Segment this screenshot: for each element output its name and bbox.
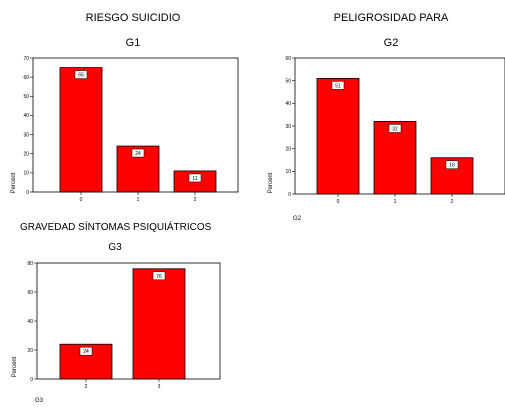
chart2-data-label: 16 xyxy=(449,163,455,169)
chart2-ytick-label: 10 xyxy=(285,169,291,175)
chart1-data-label: 11 xyxy=(192,176,197,182)
chart3-ytick-label: 60 xyxy=(27,290,33,296)
chart1-xtick-label: 0 xyxy=(80,197,83,203)
chart3-xtick-label: 2 xyxy=(85,384,88,390)
chart3-footer: G3 xyxy=(35,398,44,404)
chart1-ytick-label: 50 xyxy=(23,94,29,100)
chart2-ytick-label: 50 xyxy=(285,78,291,84)
chart1-ylabel: Percent xyxy=(11,172,17,193)
chart3-title: GRAVEDAD SÍNTOMAS PSIQUIÁTRICOS xyxy=(20,222,212,233)
chart2-ylabel: Percent xyxy=(268,172,274,193)
chart2-ytick-label: 20 xyxy=(285,146,291,152)
chart3-ylabel: Percent xyxy=(12,356,18,377)
chart2-subtitle: G2 xyxy=(383,37,399,49)
chart1-xtick-label: 1 xyxy=(137,197,140,203)
chart2-data-label-box xyxy=(445,160,459,169)
chart3-data-label: 24 xyxy=(83,349,89,355)
chart1-ytick-label: 30 xyxy=(23,132,29,138)
chart1-xtick-label: 2 xyxy=(194,197,197,203)
chart3-ytick-label: 80 xyxy=(27,261,33,267)
chart1-ytick-label: 10 xyxy=(23,171,29,177)
chart1-ytick-label: 20 xyxy=(23,152,29,158)
chart2-xtick-label: 1 xyxy=(394,199,397,205)
chart2-data-label: 32 xyxy=(392,126,398,132)
chart1-bar xyxy=(59,67,103,193)
chart2-footer: G2 xyxy=(293,216,302,222)
chart3-ytick-label: 20 xyxy=(27,348,33,354)
chart3-ytick-label: 40 xyxy=(27,319,33,325)
chart1-ytick-label: 0 xyxy=(26,190,29,196)
chart3-subtitle: G3 xyxy=(108,242,122,253)
chart1-data-label-box xyxy=(131,148,145,158)
chart1-data-label-box xyxy=(188,173,202,183)
chart2-xtick-label: 0 xyxy=(337,199,340,205)
chart1-subtitle: G1 xyxy=(125,37,141,49)
chart3-xtick-label: 3 xyxy=(158,384,161,390)
chart2-data-label-box xyxy=(331,81,345,90)
chart2-data-label: 51 xyxy=(335,83,341,89)
chart2-ytick-label: 60 xyxy=(285,56,291,62)
chart2-title: PELIGROSIDAD PARA xyxy=(333,12,449,24)
chart1-ytick-label: 60 xyxy=(23,75,29,81)
chart2-ytick-label: 40 xyxy=(285,101,291,107)
chart2-bar xyxy=(316,78,360,195)
chart3-data-label: 76 xyxy=(156,274,162,280)
chart1-data-label-box xyxy=(74,70,88,79)
chart2-data-label-box xyxy=(388,124,402,133)
chart1-ytick-label: 40 xyxy=(23,113,29,119)
chart3-data-label-box xyxy=(79,346,93,356)
chart2-ytick-label: 30 xyxy=(285,124,291,130)
chart1-data-label: 65 xyxy=(78,73,84,79)
chart3-ytick-label: 0 xyxy=(30,377,33,383)
chart1-title: RIESGO SUICIDIO xyxy=(85,12,181,24)
chart3-data-label-box xyxy=(152,271,166,281)
chart2-xtick-label: 2 xyxy=(451,199,454,205)
chart1-data-label: 24 xyxy=(135,151,141,157)
chart2-ytick-label: 0 xyxy=(288,192,291,198)
chart3-bar xyxy=(132,268,186,380)
chart1-ytick-label: 70 xyxy=(23,56,29,62)
